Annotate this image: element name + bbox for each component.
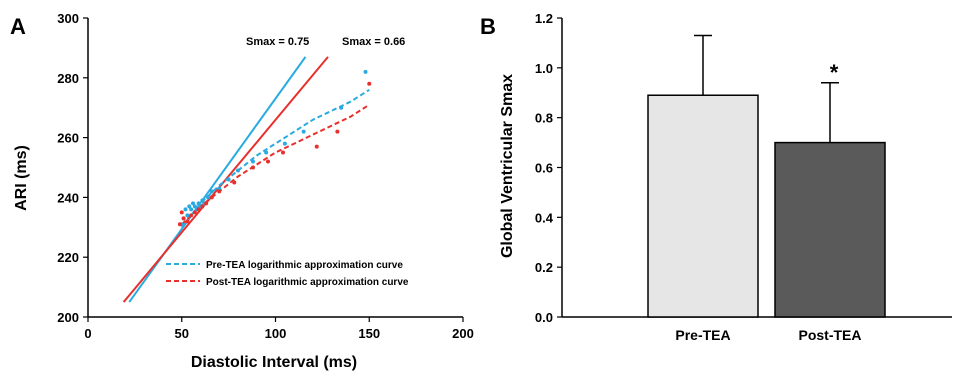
x-tick-label: 200 [452, 326, 474, 341]
data-point-pre [363, 69, 368, 74]
y-tick-label: 220 [57, 250, 79, 265]
panel-b-bars: * [647, 34, 886, 318]
x-tick-label: 50 [175, 326, 189, 341]
y-tick-label: 1.2 [535, 11, 553, 26]
data-point-pre [187, 204, 192, 209]
annotation-smax-pre: Smax = 0.75 [246, 36, 309, 48]
panel-b: B 0.0 0.2 0.4 0.6 0.8 1.0 1.2 * Pre-TEA Post-TE… [480, 11, 952, 343]
panel-a-fit-curves [181, 88, 370, 228]
panel-b-letter: B [480, 14, 496, 39]
y-tick-label: 0.4 [535, 210, 554, 225]
fit-curve-post [181, 103, 370, 226]
panel-a-ticks: 0 50 100 150 200 200 220 240 260 280 300 [57, 11, 474, 341]
data-point-post [192, 210, 197, 215]
panel-a-legend: Pre-TEA logarithmic approximation curve … [166, 260, 409, 288]
panel-b-category-labels: Pre-TEA Post-TEA [675, 327, 861, 343]
panel-a-axes [87, 18, 463, 318]
fit-curve-pre [181, 88, 370, 228]
panel-b-y-axis-title: Global Ventricular Smax [499, 74, 516, 258]
data-point-pre [206, 195, 210, 200]
data-point-pre [264, 150, 269, 155]
legend-post-label: Post-TEA logarithmic approximation curve [206, 277, 409, 288]
annotation-smax-post: Smax = 0.66 [342, 36, 405, 48]
data-point-pre [251, 159, 255, 164]
y-tick-label: 1.0 [535, 61, 553, 76]
panel-a: A 0 50 100 150 200 200 220 240 260 280 300 Smax = … [10, 11, 474, 371]
data-point-post [181, 216, 186, 221]
bar-pre [647, 94, 759, 318]
panel-a-letter: A [10, 14, 26, 39]
y-tick-label: 0.8 [535, 111, 553, 126]
x-tick-label: 150 [358, 326, 380, 341]
data-point-pre [236, 168, 240, 173]
panel-a-x-axis-title: Diastolic Interval (ms) [191, 354, 357, 371]
data-point-pre [226, 177, 231, 182]
data-point-post [209, 195, 214, 200]
data-point-post [367, 81, 372, 86]
bar-post [774, 141, 886, 318]
data-point-post [335, 129, 340, 134]
data-point-post [196, 207, 201, 212]
data-point-pre [189, 207, 194, 212]
y-tick-label: 0.0 [535, 310, 553, 325]
category-label-pre: Pre-TEA [675, 327, 730, 343]
category-label-post: Post-TEA [799, 327, 862, 343]
data-point-post [217, 189, 222, 194]
data-point-post [204, 201, 209, 206]
x-tick-label: 100 [265, 326, 287, 341]
data-point-post [177, 222, 182, 227]
data-point-post [314, 144, 319, 149]
data-point-pre [200, 198, 205, 203]
data-point-post [185, 219, 190, 224]
data-point-post [281, 150, 285, 155]
y-tick-label: 300 [57, 11, 79, 26]
panel-a-y-axis-title: ARI (ms) [13, 145, 30, 211]
data-point-post [266, 159, 270, 164]
panel-b-ticks: 0.0 0.2 0.4 0.6 0.8 1.0 1.2 [535, 11, 562, 325]
data-point-pre [209, 189, 214, 194]
x-tick-label: 0 [84, 326, 91, 341]
data-point-pre [183, 207, 188, 212]
data-point-post [179, 210, 184, 215]
panel-a-data-points [177, 69, 372, 227]
data-point-pre [196, 201, 201, 206]
data-point-post [189, 213, 194, 218]
data-point-pre [192, 204, 197, 209]
data-point-post [200, 204, 205, 209]
y-tick-label: 260 [57, 131, 79, 146]
y-tick-label: 0.2 [535, 260, 553, 275]
y-tick-label: 200 [57, 310, 79, 325]
y-tick-label: 280 [57, 71, 79, 86]
data-point-pre [339, 105, 344, 110]
y-tick-label: 240 [57, 190, 79, 205]
data-point-post [232, 180, 237, 185]
significance-marker: * [830, 60, 839, 85]
data-point-pre [282, 141, 287, 146]
legend-pre-label: Pre-TEA logarithmic approximation curve [206, 260, 403, 271]
y-tick-label: 0.6 [535, 161, 553, 176]
data-point-pre [217, 186, 222, 191]
data-point-pre [191, 201, 195, 206]
data-point-post [251, 165, 255, 170]
data-point-pre [185, 213, 190, 218]
data-point-pre [301, 129, 306, 134]
